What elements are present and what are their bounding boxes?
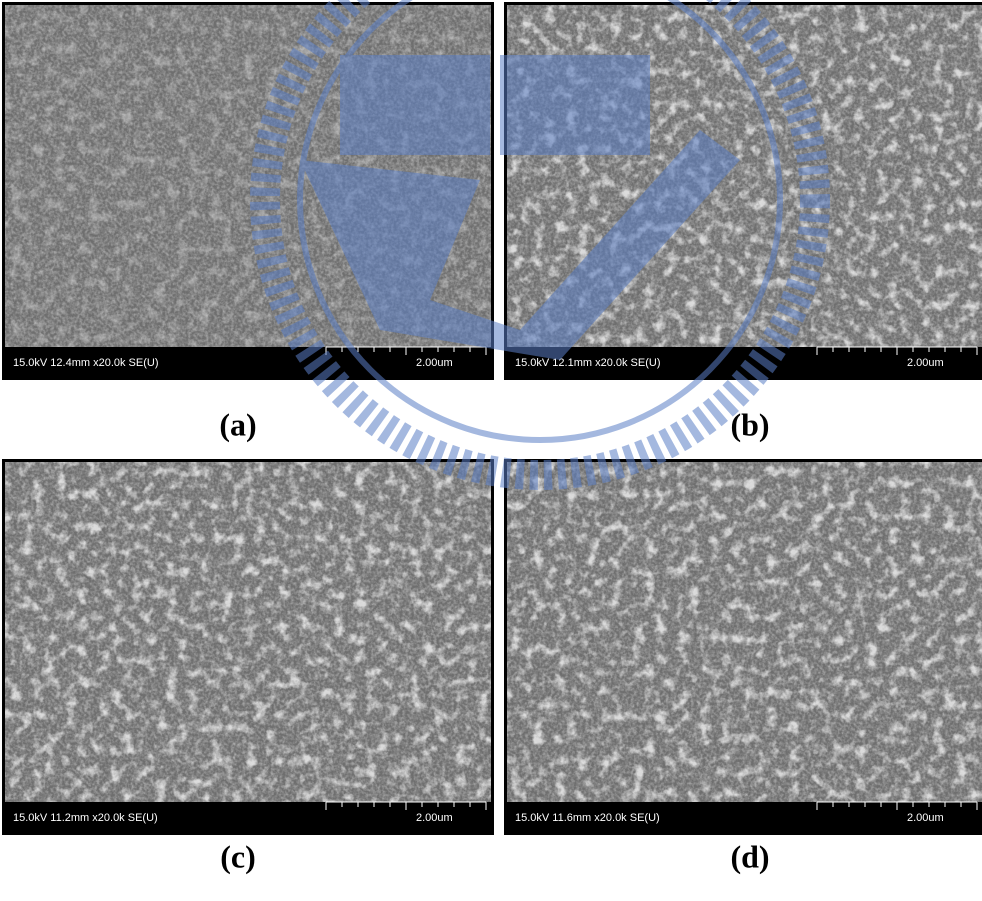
- sem-particles: [507, 462, 982, 802]
- sem-particles: [5, 462, 491, 802]
- scale-label: 2.00um: [416, 812, 453, 824]
- panel-label: (c): [220, 838, 256, 874]
- watermark-emblem: [500, 55, 650, 155]
- sem-info: 15.0kV 11.2mm x20.0k SE(U): [13, 812, 158, 824]
- scale-label: 2.00um: [416, 357, 453, 369]
- sem-panel: 15.0kV 11.2mm x20.0k SE(U) 2.00um: [2, 459, 494, 835]
- sem-panel: 15.0kV 11.6mm x20.0k SE(U) 2.00um: [504, 459, 982, 835]
- watermark-emblem: [340, 55, 490, 155]
- sem-info: 15.0kV 12.4mm x20.0k SE(U): [13, 357, 159, 369]
- scale-label: 2.00um: [907, 357, 944, 369]
- scale-label: 2.00um: [907, 812, 944, 824]
- sem-info: 15.0kV 12.1mm x20.0k SE(U): [515, 357, 661, 369]
- sem-info: 15.0kV 11.6mm x20.0k SE(U): [515, 812, 660, 824]
- panel-label: (d): [730, 838, 769, 874]
- figure: 15.0kV 12.4mm x20.0k SE(U) 2.00um (a) 15.0k…: [0, 0, 982, 901]
- panel-label: (a): [219, 406, 256, 442]
